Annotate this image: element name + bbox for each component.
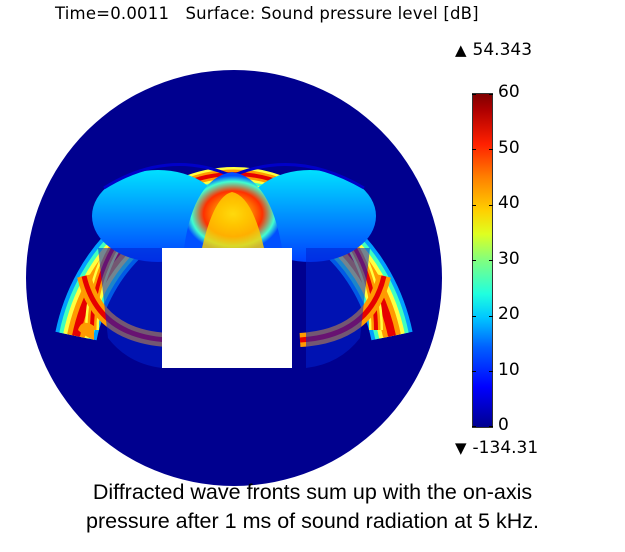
colorbar-tick-label: 50: [498, 138, 520, 158]
shadow-zones: [98, 248, 370, 368]
colorbar-min-label: ▼ -134.31: [455, 438, 539, 458]
colorbar-tick-label: 30: [498, 249, 520, 269]
central-lobe: [184, 172, 282, 248]
figure-caption: Diffracted wave fronts sum up with the o…: [0, 478, 625, 536]
colorbar-tick-label: 0: [498, 415, 509, 435]
colorbar-tick-label: 40: [498, 193, 520, 213]
field-domain: [26, 70, 442, 486]
colorbar-tick-label: 10: [498, 360, 520, 380]
caption-line-2: pressure after 1 ms of sound radiation a…: [86, 509, 539, 533]
colorbar-tick-label: 60: [498, 82, 520, 102]
colorbar-max-label: ▲ 54.343: [455, 40, 533, 60]
caption-line-1: Diffracted wave fronts sum up with the o…: [92, 480, 533, 504]
colorbar-tick-label: 20: [498, 304, 520, 324]
obstacle-box: [162, 248, 292, 368]
triangle-down-icon: ▼: [455, 439, 467, 457]
plot-title: Time=0.0011 Surface: Sound pressure leve…: [55, 4, 479, 23]
triangle-up-icon: ▲: [455, 41, 467, 59]
sound-pressure-field: [26, 70, 442, 486]
